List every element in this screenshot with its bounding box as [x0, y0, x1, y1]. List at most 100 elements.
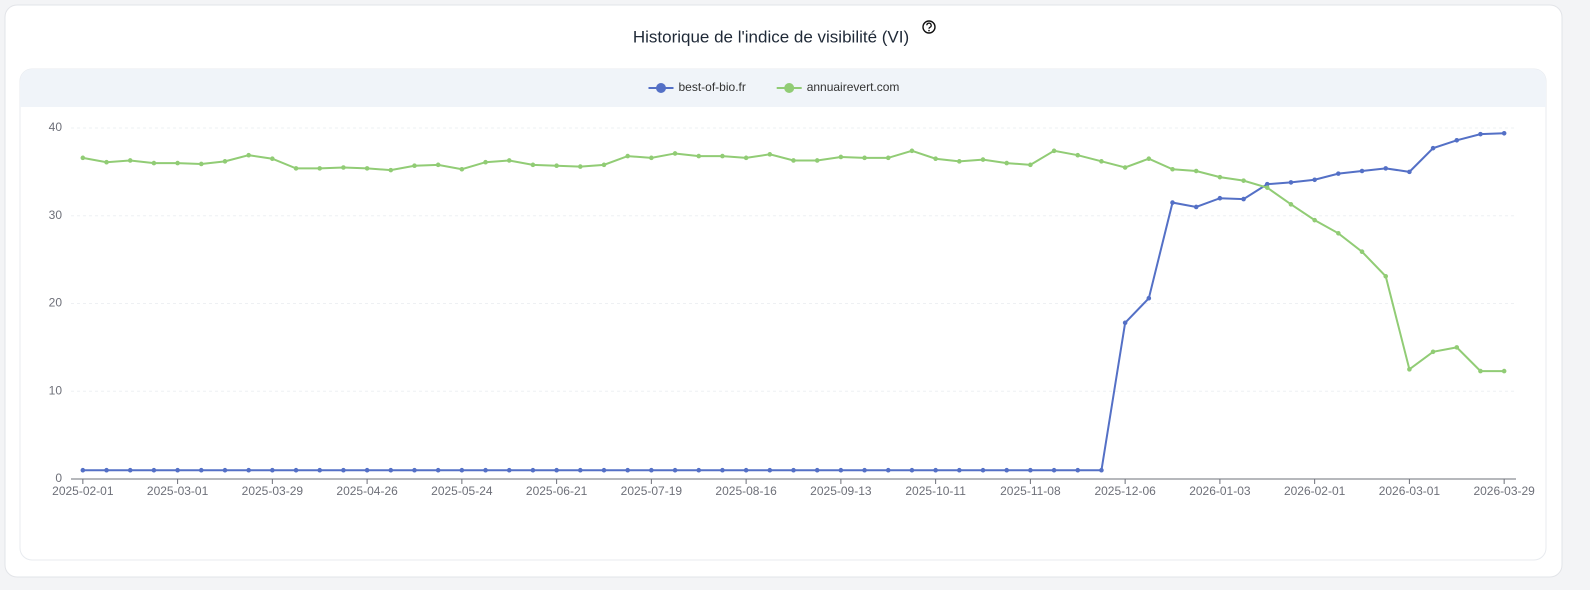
data-point: [578, 467, 583, 473]
data-point: [1383, 166, 1389, 171]
data-point: [198, 161, 204, 167]
data-point: [1170, 166, 1175, 172]
data-point: [1051, 148, 1057, 154]
data-point: [1193, 168, 1199, 174]
help-icon-dot[interactable]: [928, 29, 930, 32]
data-point: [317, 467, 323, 473]
data-point: [672, 467, 678, 473]
data-point: [1241, 196, 1246, 202]
data-point: [293, 467, 299, 473]
plot: 0 10 20 30 40 2025-02-01 2025-03-01 2025-03-29 2…: [49, 120, 1536, 498]
data-point: [530, 467, 536, 473]
data-point: [435, 467, 441, 473]
data-point: [80, 155, 86, 161]
data-point: [530, 162, 536, 168]
data-point: [104, 159, 109, 165]
data-point: [317, 166, 323, 171]
data-point: [672, 151, 678, 156]
data-point: [341, 165, 346, 170]
data-point: [1099, 159, 1104, 164]
chart-title: Historique de l'indice de visibilité (VI…: [633, 27, 909, 46]
data-point: [601, 467, 607, 473]
data-point: [175, 467, 180, 473]
data-point: [246, 467, 251, 473]
data-point: [151, 160, 157, 166]
data-point: [957, 467, 962, 473]
data-point: [814, 467, 820, 473]
y-tick-label: 20: [49, 296, 63, 310]
data-point: [459, 166, 465, 172]
data-point: [1478, 368, 1483, 374]
help-icon-circle[interactable]: [922, 20, 936, 34]
data-point: [1288, 202, 1294, 207]
data-point: [1051, 467, 1057, 473]
data-point: [933, 156, 938, 162]
data-point: [1336, 171, 1341, 176]
x-tick-label: 2025-03-29: [242, 484, 304, 498]
data-point: [1146, 156, 1152, 162]
data-point: [1193, 204, 1199, 210]
y-tick-label: 30: [49, 208, 63, 222]
data-point: [743, 467, 749, 473]
data-point: [412, 467, 417, 473]
help-icon-glyph[interactable]: [926, 22, 932, 29]
data-point: [957, 159, 962, 164]
data-point: [862, 155, 867, 161]
data-point: [1028, 162, 1033, 168]
data-point: [270, 156, 275, 162]
data-point: [222, 467, 228, 473]
data-point: [104, 467, 109, 473]
data-point: [364, 166, 370, 171]
data-point: [506, 158, 512, 163]
x-tick-label: 2026-01-03: [1189, 484, 1251, 498]
data-point: [127, 158, 133, 163]
data-point: [412, 163, 417, 169]
data-point: [743, 155, 749, 161]
data-point: [1336, 231, 1341, 236]
legend-label: annuairevert.com: [807, 80, 900, 94]
data-point: [649, 467, 654, 473]
data-point: [175, 160, 180, 166]
data-point: [1312, 217, 1317, 223]
data-point: [1312, 177, 1317, 183]
data-point: [1099, 467, 1104, 473]
data-point: [1028, 467, 1033, 473]
data-point: [1407, 169, 1412, 175]
help-icon[interactable]: [922, 20, 936, 34]
data-point: [341, 467, 346, 473]
data-point: [838, 154, 844, 160]
data-point: [885, 467, 891, 473]
data-point: [1383, 273, 1389, 279]
data-point: [980, 157, 986, 162]
x-tick-label: 2025-07-19: [621, 484, 683, 498]
data-point: [625, 467, 630, 473]
data-point: [767, 152, 773, 157]
y-tick-label: 40: [49, 120, 63, 134]
x-tick-label: 2025-04-26: [336, 484, 398, 498]
data-point: [578, 164, 583, 169]
data-point: [696, 153, 702, 159]
legend-marker: [656, 83, 666, 93]
data-point: [435, 162, 441, 168]
x-tick-label: 2026-02-01: [1284, 484, 1346, 498]
data-point: [1004, 467, 1009, 473]
x-tick-label: 2025-08-16: [715, 484, 777, 498]
data-point: [696, 467, 702, 473]
data-point: [838, 467, 844, 473]
data-point: [270, 467, 275, 473]
data-point: [909, 467, 915, 473]
data-point: [1407, 367, 1412, 372]
data-point: [601, 162, 607, 168]
data-point: [364, 467, 370, 473]
data-point: [1004, 160, 1009, 166]
data-point: [720, 467, 725, 473]
data-point: [1241, 178, 1246, 183]
data-point: [293, 166, 299, 171]
x-tick-label: 2025-10-11: [905, 484, 966, 498]
data-point: [933, 467, 938, 473]
data-point: [1122, 165, 1128, 170]
x-tick-label: 2025-09-13: [810, 484, 872, 498]
data-point: [1264, 185, 1270, 190]
data-point: [649, 155, 654, 161]
